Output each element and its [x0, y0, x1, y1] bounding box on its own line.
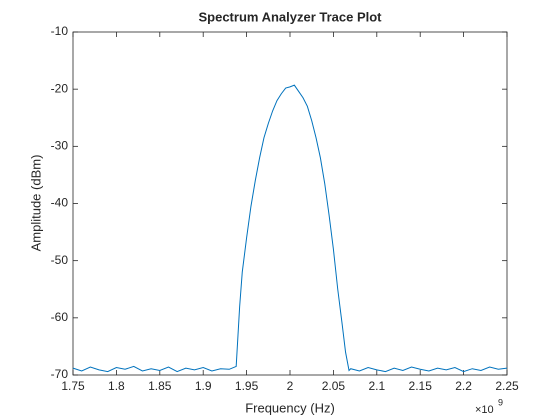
y-tick-label: -50 — [51, 253, 69, 267]
x-tick-label: 1.85 — [148, 379, 172, 393]
x-tick-label: 2.1 — [368, 379, 385, 393]
y-tick-label: -30 — [51, 139, 69, 153]
y-tick-label: -20 — [51, 81, 69, 95]
x-tick-label: 1.95 — [235, 379, 259, 393]
y-axis-label: Amplitude (dBm) — [28, 155, 43, 252]
x-axis-label: Frequency (Hz) — [245, 400, 335, 415]
x-tick-label: 2.15 — [409, 379, 433, 393]
y-tick-label: -60 — [51, 310, 69, 324]
x-tick-label: 1.9 — [195, 379, 212, 393]
x-tick-label: 2.05 — [322, 379, 346, 393]
x-tick-label: 2.25 — [495, 379, 519, 393]
x-tick-label: 1.8 — [108, 379, 125, 393]
y-tick-label: -70 — [51, 367, 69, 381]
y-tick-label: -10 — [51, 24, 69, 38]
x-exponent-power: 9 — [498, 397, 503, 407]
y-tick-label: -40 — [51, 196, 69, 210]
x-exponent-base: ×10 — [475, 404, 494, 416]
x-tick-label: 1.75 — [61, 379, 85, 393]
x-tick-label: 2.2 — [455, 379, 472, 393]
chart-title: Spectrum Analyzer Trace Plot — [198, 9, 382, 24]
trace-line — [72, 84, 508, 373]
x-tick-label: 2 — [287, 379, 294, 393]
